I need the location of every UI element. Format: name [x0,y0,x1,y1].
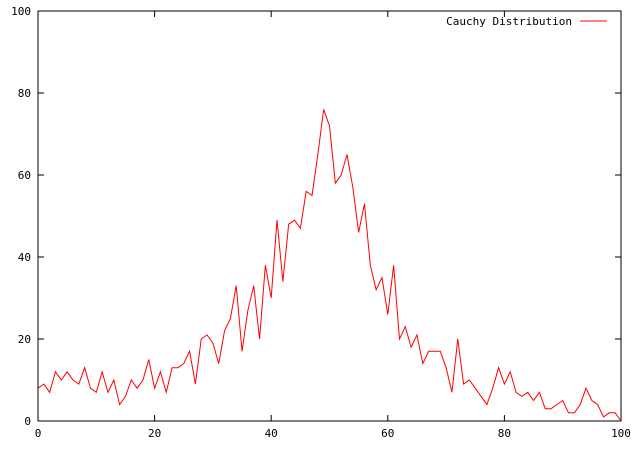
y-tick-labels: 0 20 40 60 80 100 [11,5,31,428]
x-tick-labels: 0 20 40 60 80 100 [35,427,631,440]
y-tick-label: 60 [18,169,31,182]
x-tick-label: 80 [498,427,511,440]
legend-label-cauchy: Cauchy Distribution [446,15,572,28]
x-tick-label: 0 [35,427,42,440]
x-tick-label: 20 [148,427,161,440]
y-tick-label: 100 [11,5,31,18]
axis-ticks [37,10,622,422]
y-tick-label: 20 [18,333,31,346]
y-tick-label: 80 [18,87,31,100]
series-group [37,109,622,422]
legend: Cauchy Distribution [446,15,607,28]
y-tick-label: 0 [24,415,31,428]
x-tick-label: 100 [611,427,631,440]
plot-frame [37,10,622,422]
x-tick-label: 40 [265,427,278,440]
y-tick-label: 40 [18,251,31,264]
series-line-cauchy [37,109,622,422]
x-tick-label: 60 [381,427,394,440]
